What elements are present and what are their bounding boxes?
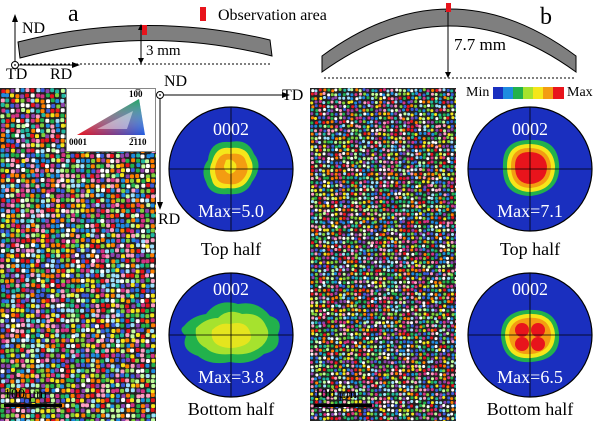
observation-legend-swatch [200, 7, 206, 21]
sample-b-sketch [321, 3, 577, 79]
pf-a-top-caption: Top half [200, 239, 262, 259]
colormap-min-label: Min [466, 85, 490, 100]
pf-b-bottom-max: Max=6.5 [497, 367, 563, 387]
pole-figure-a-bottom [168, 272, 294, 398]
sample-a-sketch [11, 14, 273, 69]
ipf-color-key: 10̅0 0001 2̅110 [66, 88, 156, 152]
ipf-key-right-label: 2̅110 [129, 137, 147, 147]
observation-marker-b [446, 3, 451, 12]
scale-bar-b-label: 100 μm [314, 387, 357, 402]
pf-td-label: TD [282, 87, 304, 104]
ipf-key-left-label: 0001 [69, 137, 87, 147]
pole-figure-b-bottom [467, 272, 593, 398]
pf-a-top-plane: 0002 [213, 119, 249, 139]
scale-bar-a [4, 404, 62, 407]
observation-marker-a [142, 25, 147, 35]
pf-nd-label: ND [164, 73, 188, 90]
colormap-bar [493, 87, 564, 99]
pf-b-bottom-plane: 0002 [512, 279, 548, 299]
pf-a-bottom-caption: Bottom half [187, 399, 275, 419]
sample-rd-label: RD [50, 66, 73, 83]
panel-b-letter: b [540, 4, 552, 30]
pf-b-top-caption: Top half [499, 239, 561, 259]
sample-nd-label: ND [22, 20, 46, 37]
pf-b-bottom-caption: Bottom half [486, 399, 574, 419]
observation-area-label: Observation area [218, 7, 327, 24]
pole-figure-b-top [467, 106, 593, 232]
pf-b-top-max: Max=7.1 [497, 201, 563, 221]
panel-a-letter: a [68, 1, 79, 27]
pf-a-top-max: Max=5.0 [198, 201, 264, 221]
sample-b-height-label: 7.7 mm [454, 35, 506, 54]
scale-bar-a-label: 100 μm [4, 387, 47, 402]
colormap-max-label: Max [567, 85, 593, 100]
pf-a-bottom-max: Max=3.8 [198, 367, 264, 387]
ipf-key-top-label: 10̅0 [129, 89, 143, 99]
pf-b-top-plane: 0002 [512, 119, 548, 139]
ebsd-map-b [310, 88, 456, 421]
pf-a-bottom-plane: 0002 [213, 279, 249, 299]
pole-figure-a-top [168, 106, 294, 232]
pole-figure-axes [156, 91, 290, 210]
sample-td-label: TD [6, 66, 28, 83]
scale-bar-b [314, 404, 372, 407]
sample-a-height-label: 3 mm [146, 43, 181, 59]
pf-rd-label: RD [158, 211, 181, 228]
